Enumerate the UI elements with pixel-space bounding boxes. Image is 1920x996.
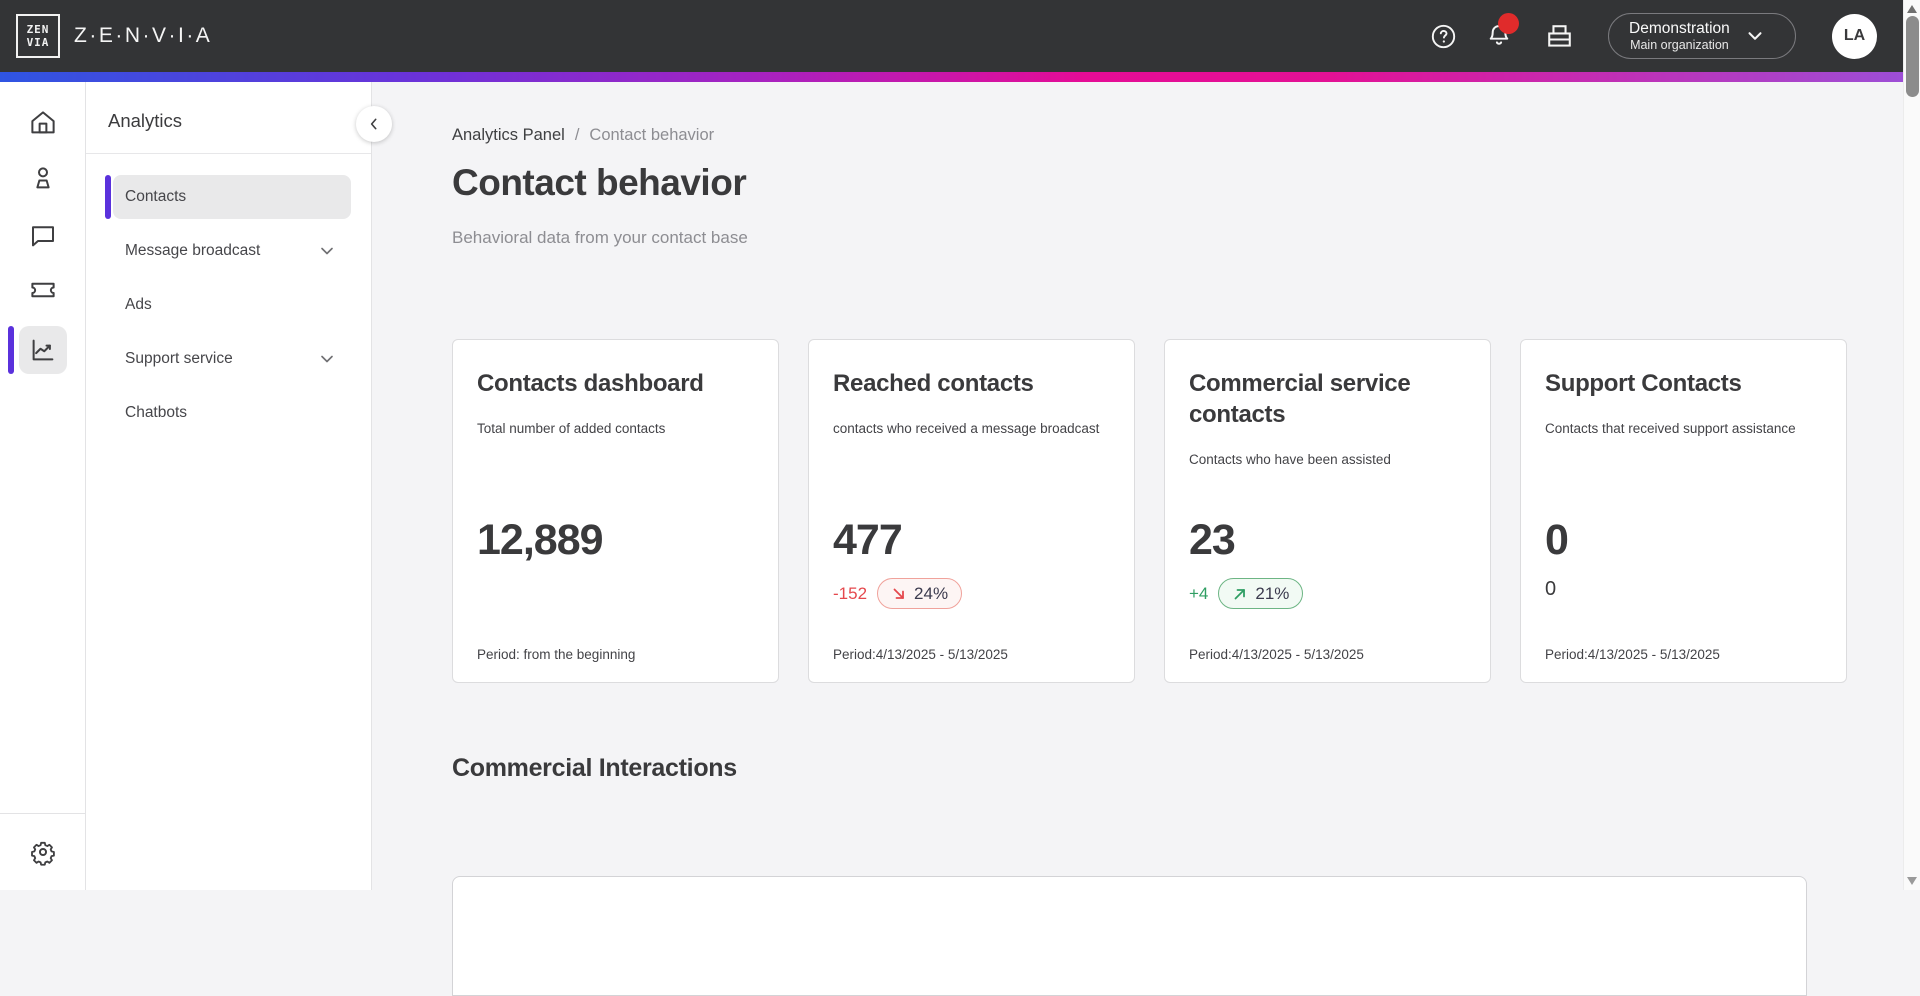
card-value: 12,889 — [477, 516, 604, 564]
card-description: Contacts who have been assisted — [1189, 452, 1391, 467]
gear-icon — [31, 841, 55, 866]
chevron-left-icon — [370, 118, 377, 130]
card-title: Support Contacts — [1545, 370, 1742, 397]
delta-value: -152 — [833, 583, 868, 603]
card-description: contacts who received a message broadcas… — [833, 421, 1100, 436]
breadcrumb: Analytics Panel / Contact behavior — [452, 126, 714, 145]
arrow-down-right-icon — [893, 588, 904, 599]
rail-item-settings[interactable] — [19, 828, 67, 876]
card-description: Contacts that received support assistanc… — [1545, 421, 1796, 436]
zenvia-logo-icon: ZEN VIA — [16, 14, 60, 58]
card-period: Period:4/13/2025 - 5/13/2025 — [833, 647, 1008, 662]
section-title-commercial-interactions: Commercial Interactions — [452, 754, 737, 782]
sidebar-item-label: Contacts — [125, 188, 187, 205]
scrollbar-up-arrow[interactable] — [1907, 5, 1917, 13]
badge-percent: 24% — [914, 583, 949, 603]
delta-value: 0 — [1545, 578, 1557, 600]
trend-badge-down: 24% — [877, 578, 963, 609]
rail-item-analytics[interactable] — [19, 326, 67, 374]
card-commercial-service-contacts: Commercial service contacts Contacts who… — [1164, 339, 1491, 683]
sidebar-item-label: Message broadcast — [125, 242, 261, 259]
card-description: Total number of added contacts — [477, 421, 666, 436]
card-period: Period:4/13/2025 - 5/13/2025 — [1189, 647, 1364, 662]
card-value: 23 — [1189, 516, 1236, 564]
breadcrumb-separator: / — [574, 126, 580, 144]
commercial-interactions-card — [452, 876, 1807, 996]
rail-item-conversations[interactable] — [19, 212, 67, 260]
organization-subtitle: Main organization — [1630, 37, 1729, 52]
chevron-down-icon — [1744, 25, 1766, 47]
sidebar-item-message-broadcast[interactable]: Message broadcast — [113, 229, 351, 273]
notification-dot — [1498, 13, 1519, 34]
bell-icon[interactable] — [1484, 13, 1519, 51]
help-icon[interactable] — [1428, 21, 1458, 51]
sidebar-item-chatbots[interactable]: Chatbots — [113, 391, 351, 435]
card-period: Period:4/13/2025 - 5/13/2025 — [1545, 647, 1720, 662]
chevron-down-icon — [317, 349, 337, 369]
page-subtitle: Behavioral data from your contact base — [452, 228, 748, 247]
card-title: Contacts dashboard — [477, 370, 704, 397]
card-reached-contacts: Reached contacts contacts who received a… — [808, 339, 1135, 683]
person-icon — [36, 167, 50, 189]
arrow-up-right-icon — [1234, 588, 1246, 599]
delta-value: +4 — [1189, 583, 1209, 603]
chat-bubble-icon — [32, 226, 54, 247]
main-content: Analytics Panel / Contact behavior Conta… — [372, 82, 1903, 996]
card-title: Reached contacts — [833, 370, 1034, 397]
card-delta-row: +4 21% — [1189, 578, 1304, 609]
card-contacts-dashboard: Contacts dashboard Total number of added… — [452, 339, 779, 683]
icon-rail — [0, 82, 86, 890]
logo-box-bottom-text: VIA — [26, 35, 50, 49]
organization-switcher[interactable]: Demonstration Main organization — [1608, 13, 1796, 59]
sidebar-item-label: Chatbots — [125, 404, 188, 421]
rail-item-tickets[interactable] — [19, 266, 67, 314]
topbar: ZEN VIA Z·E·N·V·I·A — [0, 0, 1903, 72]
sidebar-active-indicator — [105, 175, 111, 219]
sidebar-analytics: Analytics Contacts Message broadcast Ads… — [86, 82, 372, 890]
breadcrumb-analytics-panel[interactable]: Analytics Panel — [452, 126, 565, 144]
sidebar-collapse-button[interactable] — [356, 106, 392, 142]
rail-active-indicator — [8, 326, 14, 374]
card-period: Period: from the beginning — [477, 647, 636, 662]
rail-item-home[interactable] — [19, 99, 67, 147]
badge-percent: 21% — [1255, 583, 1290, 603]
sidebar-item-contacts[interactable]: Contacts — [105, 175, 351, 219]
breadcrumb-current: Contact behavior — [589, 126, 715, 144]
card-delta-row: 0 — [1545, 578, 1556, 601]
printer-icon[interactable] — [1544, 21, 1574, 51]
ticket-icon — [31, 282, 55, 298]
sidebar-item-ads[interactable]: Ads — [113, 283, 351, 327]
organization-name: Demonstration — [1629, 19, 1730, 37]
scrollbar-thumb[interactable] — [1906, 16, 1919, 97]
zenvia-logo[interactable]: ZEN VIA Z·E·N·V·I·A — [0, 14, 212, 58]
rail-divider — [0, 813, 86, 814]
logo-box-top-text: ZEN — [26, 22, 50, 36]
sidebar-item-label: Ads — [125, 296, 152, 313]
scrollbar-down-arrow[interactable] — [1907, 877, 1917, 885]
rail-item-contacts[interactable] — [19, 154, 67, 202]
card-value: 0 — [1545, 516, 1569, 564]
kpi-cards-row: Contacts dashboard Total number of added… — [452, 339, 1847, 683]
page-scrollbar[interactable] — [1903, 0, 1920, 890]
sidebar-title: Analytics — [108, 110, 183, 131]
sidebar-divider — [86, 153, 371, 154]
card-delta-row: -152 24% — [833, 578, 963, 609]
card-value: 477 — [833, 516, 903, 564]
line-chart-icon — [32, 339, 54, 361]
home-icon — [31, 111, 55, 134]
chevron-down-icon — [317, 241, 337, 261]
card-support-contacts: Support Contacts Contacts that received … — [1520, 339, 1847, 683]
user-avatar[interactable]: LA — [1832, 13, 1877, 59]
card-title: Commercial service contacts — [1189, 370, 1411, 428]
trend-badge-up: 21% — [1218, 578, 1304, 609]
brand-gradient-bar — [0, 72, 1903, 82]
sidebar-item-label: Support service — [125, 350, 233, 367]
sidebar-item-support-service[interactable]: Support service — [113, 337, 351, 381]
page-title: Contact behavior — [452, 162, 747, 203]
zenvia-wordmark: Z·E·N·V·I·A — [74, 24, 213, 47]
